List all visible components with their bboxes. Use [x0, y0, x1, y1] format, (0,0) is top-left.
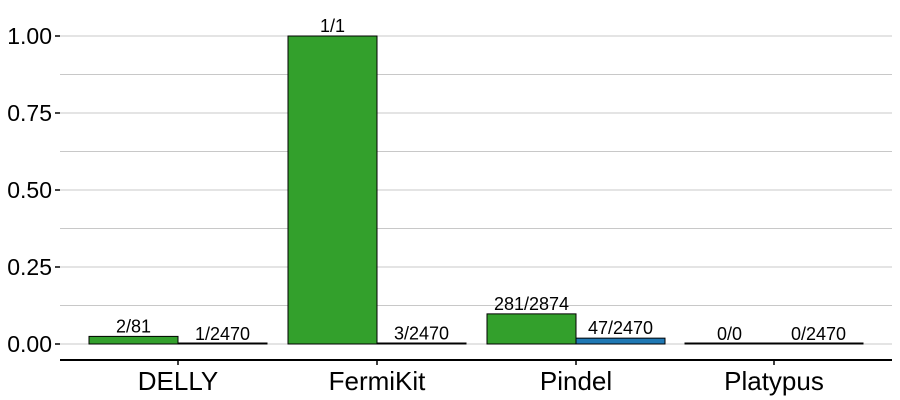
x-tick-label: FermiKit: [329, 366, 427, 396]
data-label: 2/81: [116, 316, 151, 336]
bar-delly-series-1: [88, 335, 179, 345]
data-label: 3/2470: [394, 324, 449, 344]
x-tick-label: Platypus: [724, 366, 824, 396]
gridlines: [60, 35, 892, 345]
y-tick-label: 0.25: [7, 254, 52, 280]
data-label: 281/2874: [494, 294, 569, 314]
data-label: 0/2470: [791, 324, 846, 344]
data-label: 0/0: [717, 324, 742, 344]
x-tick-label: DELLY: [138, 366, 218, 396]
y-axis: 0.00 0.25 0.50 0.75 1.00: [7, 23, 60, 357]
bar-pindel-series-1: [486, 313, 577, 345]
y-tick-label: 0.00: [7, 331, 52, 357]
data-label: 1/2470: [195, 324, 250, 344]
data-labels: 2/81 1/2470 1/1 3/2470 281/2874 47/2470 0/0 0/2…: [116, 16, 846, 344]
data-label: 47/2470: [588, 318, 653, 338]
x-axis: DELLY FermiKit Pindel Platypus: [60, 359, 892, 396]
bar-fermikit-series-2: [376, 342, 467, 345]
y-tick-label: 0.75: [7, 100, 52, 126]
bar-fermikit-series-1: [287, 35, 378, 345]
y-tick-label: 0.50: [7, 177, 52, 203]
y-tick-label: 1.00: [7, 23, 52, 49]
x-tick-label: Pindel: [540, 366, 612, 396]
bar-delly-series-2: [177, 342, 268, 345]
data-label: 1/1: [320, 16, 345, 36]
bar-pindel-series-2: [575, 337, 666, 345]
bar-platypus-series-2: [773, 342, 864, 345]
bars: [88, 35, 864, 345]
